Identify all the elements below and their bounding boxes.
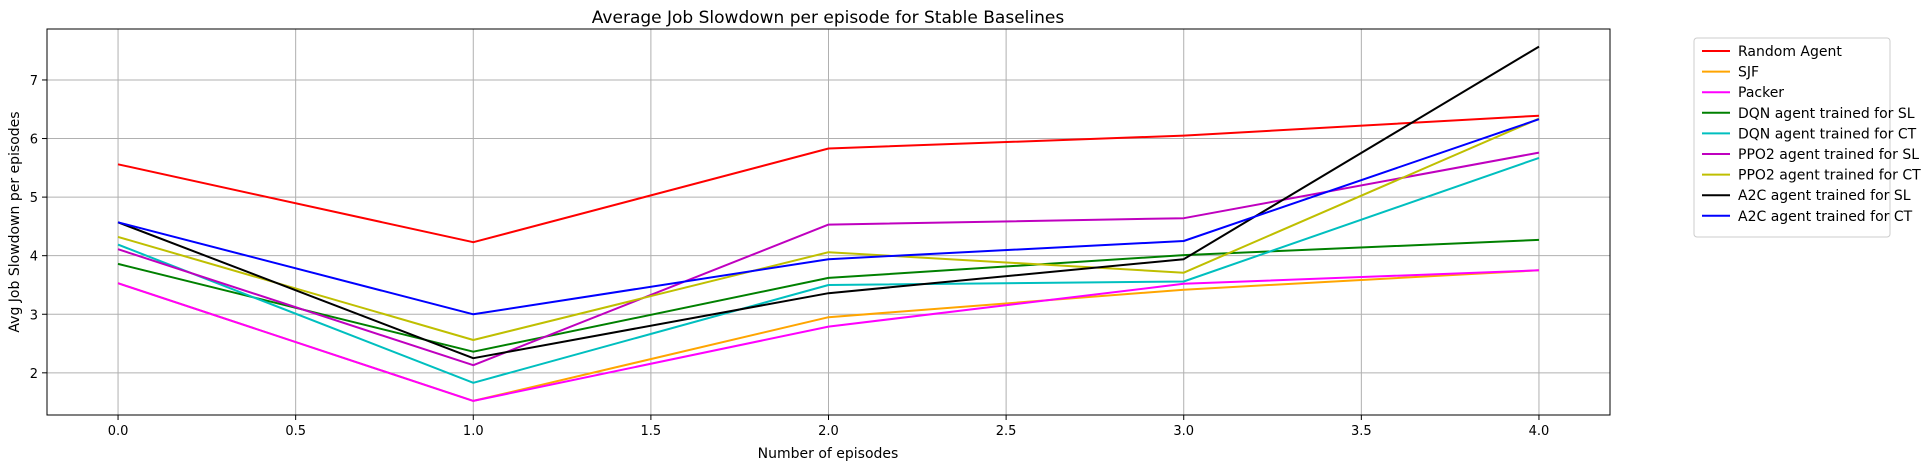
legend: Random Agent SJF Packer DQN agent trained f… xyxy=(1693,37,1921,238)
y-tick-label: 3 xyxy=(30,308,38,323)
legend-label: A2C agent trained for SL xyxy=(1738,188,1911,204)
y-tick-label: 4 xyxy=(30,250,38,265)
series-line-6 xyxy=(117,117,1540,341)
y-tick-label: 2 xyxy=(30,367,38,382)
x-tick-label: 2.5 xyxy=(996,424,1017,439)
legend-label: DQN agent trained for SL xyxy=(1738,106,1915,122)
legend-label: SJF xyxy=(1738,65,1759,81)
series-line-2 xyxy=(117,269,1540,402)
series-line-7 xyxy=(117,45,1540,360)
x-tick-label: 1.0 xyxy=(463,424,484,439)
legend-label: PPO2 agent trained for SL xyxy=(1738,147,1919,163)
x-tick-label: 1.5 xyxy=(641,424,662,439)
y-tick-label: 6 xyxy=(30,133,38,148)
series-line-5 xyxy=(117,151,1540,367)
legend-label: PPO2 agent trained for CT xyxy=(1738,168,1921,184)
series-line-8 xyxy=(117,118,1540,316)
x-tick-label: 3.0 xyxy=(1173,424,1194,439)
x-axis-ticks: 0.0 0.5 1.0 1.5 2.0 2.5 3.0 3.5 4.0 xyxy=(108,415,1550,439)
series-line-0 xyxy=(117,114,1540,244)
grid xyxy=(47,29,1610,415)
y-tick-label: 7 xyxy=(30,74,38,89)
legend-label: Packer xyxy=(1738,85,1784,101)
legend-label: A2C agent trained for CT xyxy=(1738,209,1913,225)
series-line-4 xyxy=(117,156,1540,384)
legend-box xyxy=(1693,37,1891,238)
x-tick-label: 0.5 xyxy=(285,424,306,439)
legend-label: Random Agent xyxy=(1738,44,1842,60)
x-tick-label: 2.0 xyxy=(818,424,839,439)
y-axis-label: Avg Job Slowdown per episodes xyxy=(7,111,23,332)
x-tick-label: 3.5 xyxy=(1351,424,1372,439)
series-lines xyxy=(117,45,1540,402)
y-tick-label: 5 xyxy=(30,191,38,206)
x-tick-label: 0.0 xyxy=(108,424,129,439)
y-axis-ticks: 2 3 4 5 6 7 xyxy=(30,74,47,382)
chart-title: Average Job Slowdown per episode for Sta… xyxy=(592,8,1065,28)
x-tick-label: 4.0 xyxy=(1529,424,1550,439)
series-line-3 xyxy=(117,238,1540,353)
x-axis-label: Number of episodes xyxy=(758,446,899,462)
legend-label: DQN agent trained for CT xyxy=(1738,126,1917,142)
